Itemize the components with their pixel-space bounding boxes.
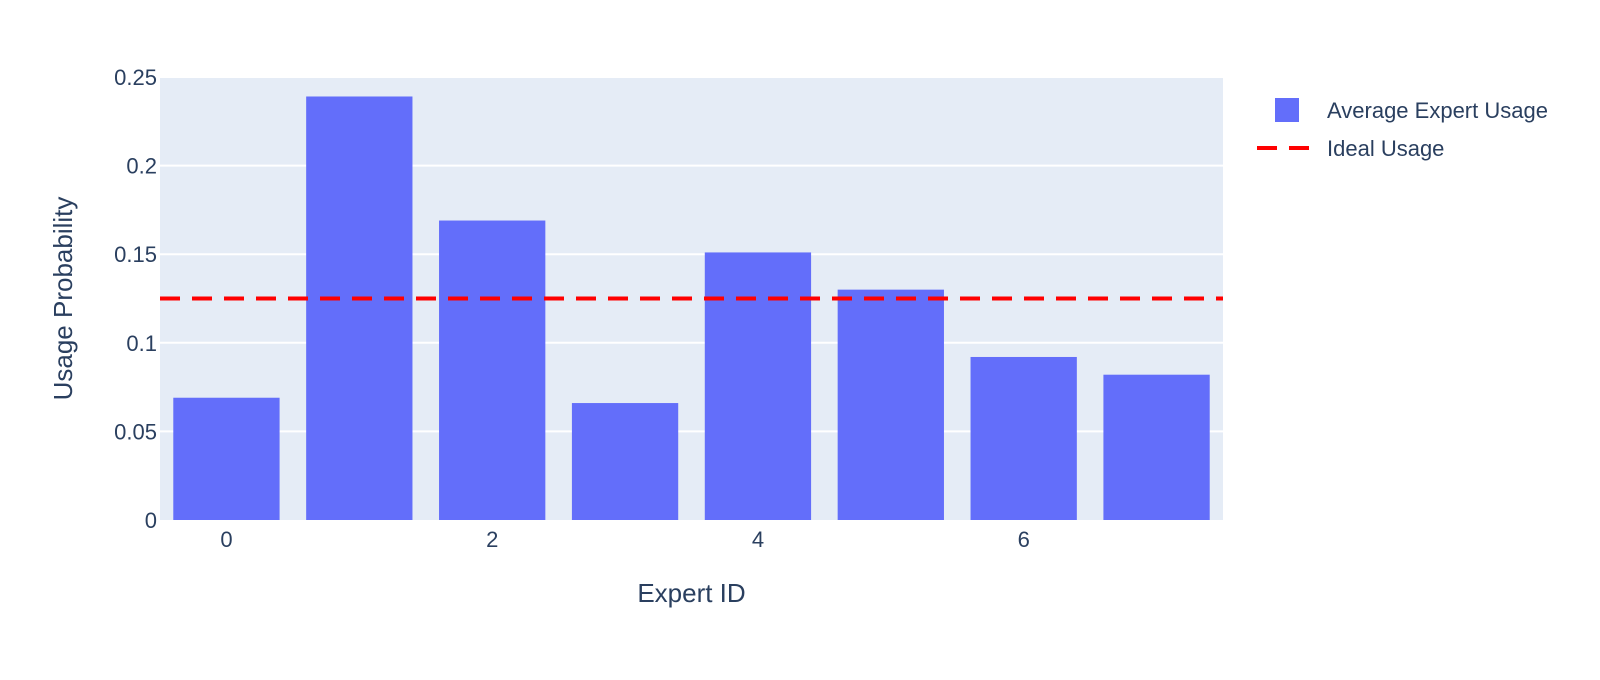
legend-swatch-bar	[1275, 98, 1299, 122]
bar-expert-7[interactable]	[1103, 374, 1210, 520]
legend[interactable]: Average Expert Usage Ideal Usage	[1257, 98, 1548, 161]
y-tick-label: 0.2	[126, 154, 157, 179]
legend-label: Average Expert Usage	[1327, 98, 1548, 123]
y-axis-ticks: 0 0.05 0.1 0.15 0.2 0.25	[114, 65, 157, 533]
bar-expert-6[interactable]	[970, 356, 1077, 520]
y-axis-title: Usage Probability	[48, 197, 78, 401]
y-tick-label: 0.05	[114, 419, 157, 444]
x-tick-label: 6	[1018, 527, 1030, 552]
bars-layer	[173, 96, 1210, 521]
x-axis-ticks: 0 2 4 6	[220, 527, 1030, 552]
legend-label: Ideal Usage	[1327, 136, 1444, 161]
y-tick-label: 0.15	[114, 242, 157, 267]
bar-expert-1[interactable]	[306, 96, 413, 520]
bar-expert-3[interactable]	[571, 403, 679, 520]
y-tick-label: 0	[145, 508, 157, 533]
x-axis-title: Expert ID	[637, 578, 745, 608]
bar-expert-4[interactable]	[704, 252, 812, 521]
bar-expert-0[interactable]	[173, 397, 280, 520]
y-tick-label: 0.1	[126, 331, 157, 356]
legend-item[interactable]: Average Expert Usage	[1275, 98, 1548, 123]
bar-expert-2[interactable]	[439, 220, 546, 521]
legend-item[interactable]: Ideal Usage	[1257, 136, 1444, 161]
x-tick-label: 4	[752, 527, 764, 552]
y-tick-label: 0.25	[114, 65, 157, 90]
bar-expert-5[interactable]	[837, 289, 944, 520]
x-tick-label: 0	[220, 527, 232, 552]
x-tick-label: 2	[486, 527, 498, 552]
